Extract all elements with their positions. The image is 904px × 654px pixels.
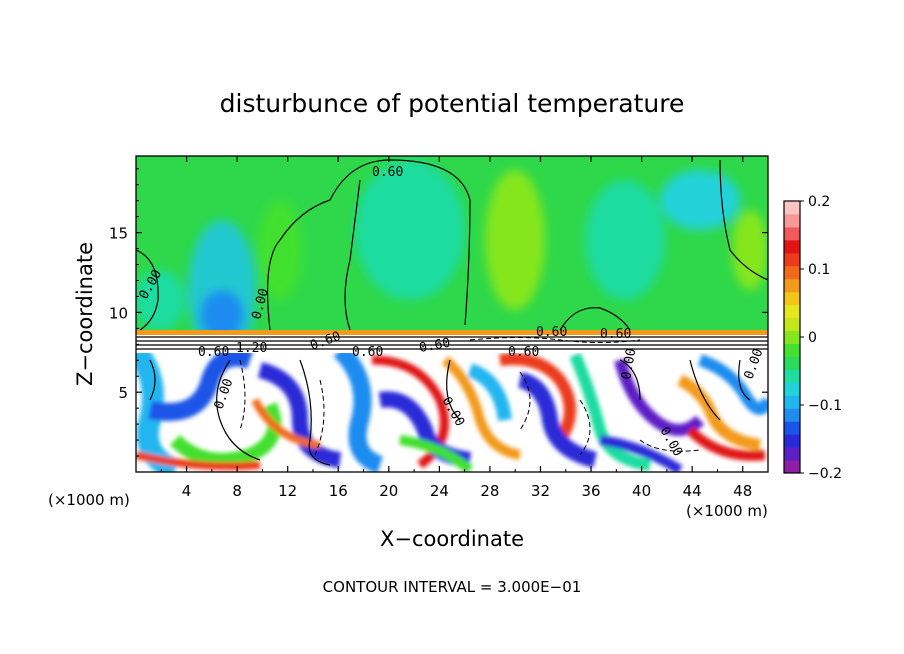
colorbar-tick-label: 0.2 (808, 194, 830, 210)
colorbar-swatch (784, 239, 800, 254)
x-axis: 4 8 12 16 20 24 28 32 36 40 44 48 (160, 156, 752, 500)
colorbar-swatch (784, 330, 800, 344)
x-tick-label: 24 (430, 482, 449, 500)
x-tick-label: 28 (480, 482, 499, 500)
x-axis-title: X−coordinate (380, 527, 524, 551)
contour-label: 1.20 (236, 341, 267, 356)
contour-label: 0.60 (536, 325, 567, 340)
colorbar-swatch (784, 382, 800, 396)
y-tick-label: 15 (109, 225, 128, 243)
colorbar-tick-label: 0.1 (808, 262, 830, 278)
contour-label: 0.60 (198, 345, 229, 360)
colorbar-swatch (784, 447, 800, 461)
colorbar: 0.2 0.1 0 −0.1 −0.2 (783, 194, 842, 482)
x-unit-label-right: (×1000 m) (686, 502, 768, 520)
colorbar-swatch (784, 265, 800, 280)
colorbar-swatch (784, 434, 800, 448)
y-tick-label: 10 (109, 304, 128, 322)
contour-label: 0.60 (600, 327, 631, 342)
colorbar-swatch (784, 291, 800, 306)
x-tick-label: 48 (733, 482, 752, 500)
dashed-contours (239, 337, 701, 456)
colorbar-swatch (784, 201, 800, 215)
y-tick-label: 5 (118, 384, 128, 402)
plot-frame (135, 155, 769, 473)
upper-field-patches (136, 160, 768, 360)
y-axis: 5 10 15 (109, 168, 768, 457)
x-tick-label: 36 (581, 482, 600, 500)
colorbar-tick-label: −0.1 (808, 398, 842, 414)
contour-label: 0.60 (418, 336, 451, 356)
contour-label: 0.00 (619, 347, 639, 380)
lower-field-eddies (136, 343, 768, 472)
x-tick-label: 4 (182, 482, 192, 500)
colorbar-swatch (784, 356, 800, 370)
colorbar-tick-label: 0 (808, 330, 817, 346)
colorbar-swatch (784, 408, 800, 422)
x-tick-label: 44 (683, 482, 702, 500)
colorbar-swatch (784, 304, 800, 319)
colorbar-swatch (784, 343, 800, 357)
contour-label: 0.60 (352, 345, 383, 360)
interface-white-band (136, 335, 768, 353)
interface-band (136, 330, 768, 335)
colorbar-swatch (784, 226, 800, 241)
x-tick-label: 16 (329, 482, 348, 500)
colorbar-swatch (784, 369, 800, 383)
colorbar-swatch (784, 213, 800, 228)
y-axis-title: Z−coordinate (73, 242, 97, 386)
plot-area: 0.60 0.60 0.60 0.60 0.60 0.60 0.00 0.00 … (136, 156, 768, 472)
x-tick-label: 40 (632, 482, 651, 500)
colorbar-swatch (784, 317, 800, 332)
colorbar-swatch (784, 252, 800, 267)
x-unit-label: (×1000 m) (48, 491, 130, 509)
colorbar-swatch (784, 421, 800, 435)
x-tick-label: 20 (379, 482, 398, 500)
contour-label: 0.60 (508, 345, 539, 360)
colorbar-swatch (784, 460, 800, 474)
x-tick-label: 12 (278, 482, 297, 500)
colorbar-swatch (784, 278, 800, 293)
contour-interval-note: CONTOUR INTERVAL = 3.000E−01 (323, 578, 582, 596)
colorbar-tick-label: −0.2 (808, 466, 842, 482)
contour-lines (136, 159, 768, 466)
contour-label: 0.60 (372, 165, 403, 180)
x-tick-label: 8 (232, 482, 242, 500)
colorbar-swatch (784, 395, 800, 409)
chart-title: disturbunce of potential temperature (220, 89, 685, 118)
x-tick-label: 32 (531, 482, 550, 500)
